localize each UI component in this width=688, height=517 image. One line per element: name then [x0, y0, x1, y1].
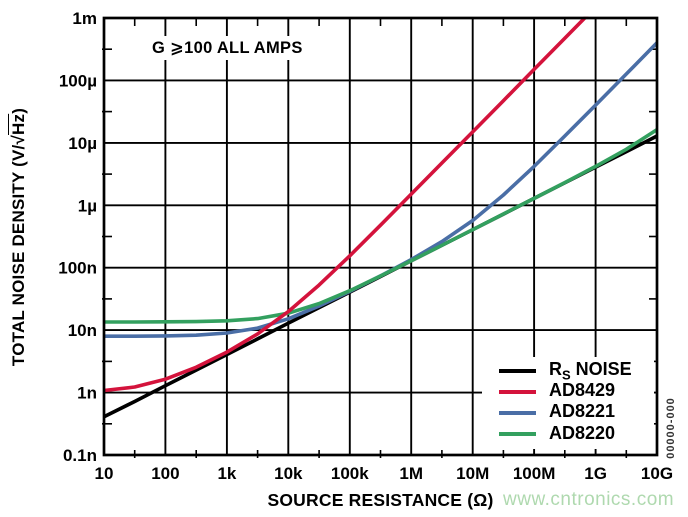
curve-ad8220 — [104, 128, 658, 324]
y-tick-label: 1n — [77, 384, 97, 403]
legend-label-text: AD8429 — [549, 380, 616, 401]
y-tick-label: 0.1n — [63, 446, 97, 465]
y-axis-title-close: ) — [9, 107, 28, 114]
legend-label-ad8429: AD8429 — [549, 381, 615, 403]
x-tick-label: 10M — [456, 464, 489, 483]
legend-swatch-ad8220 — [499, 432, 536, 437]
y-axis-title-text: TOTAL NOISE DENSITY (V/√ — [9, 134, 28, 367]
legend-swatch-ad8429 — [499, 389, 536, 394]
legend-label-rs-noise: RS NOISE — [549, 360, 632, 382]
y-axis-title: TOTAL NOISE DENSITY (V/√Hz) — [9, 108, 29, 366]
plot-border — [102, 16, 659, 457]
legend-item-rs-noise: RS NOISE — [499, 360, 654, 382]
legend-label-text: NOISE — [570, 358, 632, 379]
x-axis-title: SOURCE RESISTANCE (Ω) — [267, 490, 494, 510]
y-tick-label: 1µ — [78, 196, 97, 215]
legend-label-text: AD8220 — [549, 422, 616, 443]
y-tick-label: 10µ — [68, 134, 97, 153]
x-tick-label: 1G — [584, 464, 607, 483]
x-tick-label: 1M — [399, 464, 423, 483]
legend-swatch-ad8221 — [499, 411, 536, 416]
curve-ad8429 — [103, 16, 589, 393]
legend-swatch-rs-noise — [499, 368, 536, 373]
legend-label-ad8220: AD8220 — [549, 424, 615, 446]
y-axis-title-overline: Hz — [9, 113, 28, 135]
watermark-text: www.cntronics.com — [503, 489, 675, 510]
legend-item-ad8221: AD8221 — [499, 402, 654, 424]
y-tick-label: 10n — [68, 321, 97, 340]
legend-label-ad8221: AD8221 — [549, 402, 615, 424]
legend-label-sub: S — [562, 367, 571, 383]
x-tick-label: 10 — [95, 464, 114, 483]
x-tick-label: 100k — [331, 464, 369, 483]
gain-annotation: G ⩾100 ALL AMPS — [145, 36, 310, 60]
legend-item-ad8220: AD8220 — [499, 424, 654, 446]
x-tick-label: 100 — [151, 464, 179, 483]
legend-label-text: R — [549, 358, 562, 379]
legend-label-text: AD8221 — [549, 401, 616, 422]
figure-id: 00000-000 — [665, 397, 677, 459]
x-tick-label: 10k — [274, 464, 303, 483]
x-tick-label: 10G — [641, 464, 673, 483]
y-tick-label: 100n — [58, 259, 97, 278]
legend: RS NOISE AD8429 AD8221 AD8220 — [482, 357, 654, 449]
y-tick-label: 100µ — [59, 71, 97, 90]
x-tick-label: 100M — [513, 464, 556, 483]
x-tick-label: 1k — [217, 464, 236, 483]
y-tick-label: 1m — [72, 9, 97, 28]
legend-item-ad8429: AD8429 — [499, 381, 654, 403]
